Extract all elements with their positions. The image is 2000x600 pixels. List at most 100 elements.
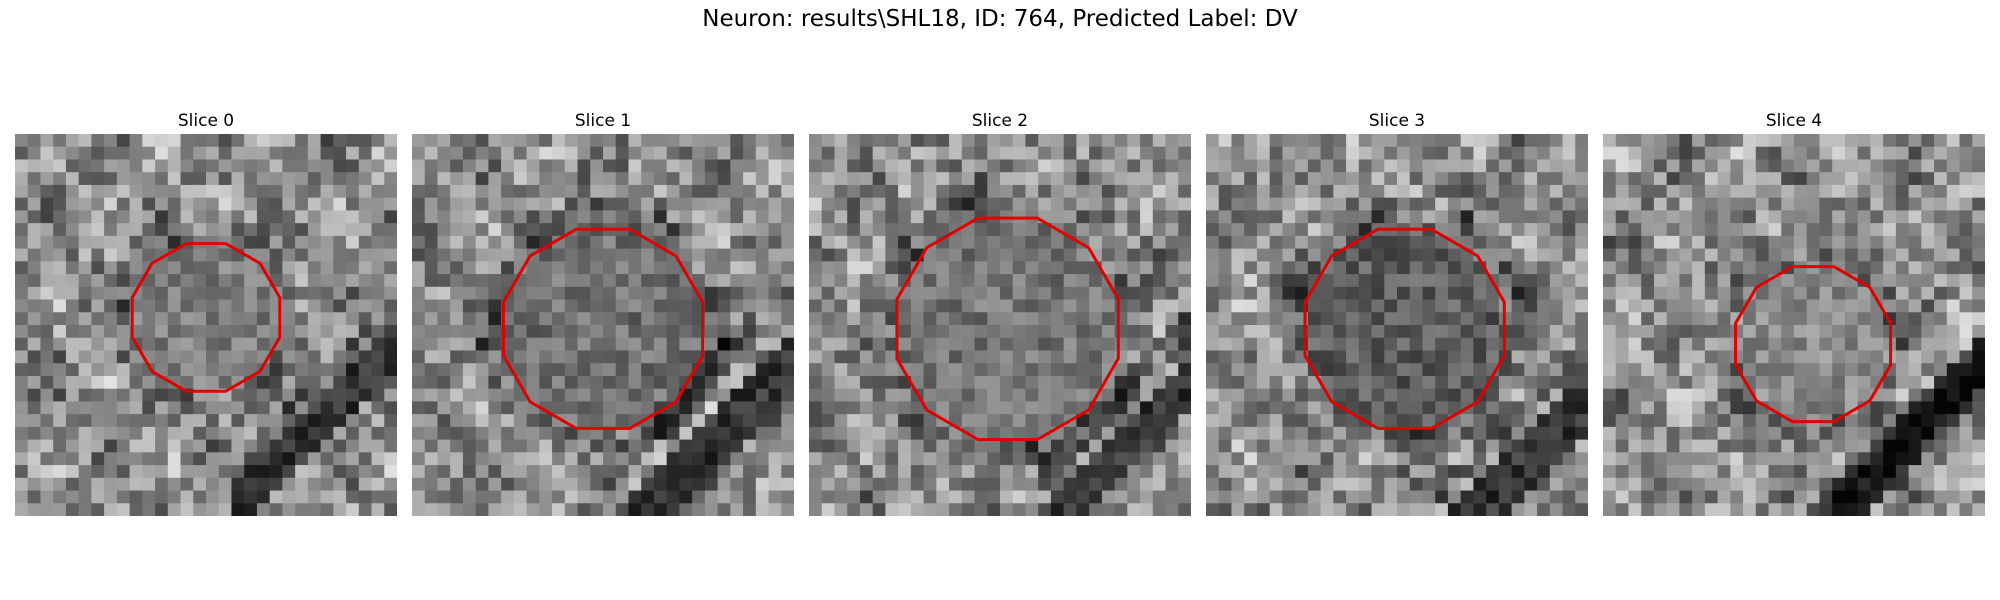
pixel — [1562, 350, 1576, 364]
pixel — [1063, 388, 1077, 402]
pixel — [1603, 388, 1617, 402]
pixel — [1050, 325, 1065, 339]
pixel — [615, 465, 630, 479]
pixel — [1244, 274, 1258, 288]
pixel — [91, 325, 105, 339]
pixel — [358, 261, 373, 275]
pixel — [1486, 426, 1500, 441]
pixel — [1524, 325, 1538, 339]
pixel — [755, 172, 770, 186]
pixel — [987, 325, 1001, 339]
pixel — [244, 439, 258, 453]
pixel — [898, 146, 912, 161]
pixel — [885, 286, 899, 301]
pixel — [155, 350, 169, 364]
pixel — [1883, 172, 1897, 186]
pixel — [346, 286, 360, 301]
pixel — [730, 197, 744, 211]
pixel — [1473, 223, 1487, 237]
pixel — [872, 274, 886, 288]
pixel — [1012, 286, 1027, 301]
pixel — [1524, 210, 1538, 224]
pixel — [218, 465, 233, 479]
pixel — [1844, 197, 1859, 211]
pixel — [1603, 223, 1617, 237]
pixel — [539, 375, 553, 390]
pixel — [129, 465, 143, 479]
pixel — [129, 134, 143, 148]
pixel — [1397, 286, 1411, 301]
pixel — [1603, 261, 1617, 275]
pixel — [307, 274, 322, 288]
pixel — [743, 223, 757, 237]
pixel — [1320, 299, 1334, 313]
pixel — [1511, 172, 1525, 186]
pixel — [91, 172, 105, 186]
pixel — [1908, 401, 1922, 415]
pixel — [704, 146, 719, 161]
pixel — [513, 503, 528, 516]
pixel — [1743, 312, 1757, 326]
pixel — [1089, 184, 1103, 199]
pixel — [15, 363, 29, 377]
pixel — [1781, 248, 1795, 262]
pixel — [552, 248, 566, 262]
pixel — [65, 439, 80, 453]
pixel — [666, 159, 680, 173]
pixel — [539, 388, 553, 402]
pixel — [1218, 439, 1233, 453]
pixel — [847, 350, 861, 364]
pixel — [244, 503, 258, 516]
pixel — [1934, 184, 1948, 199]
pixel — [1358, 388, 1373, 402]
pixel — [384, 312, 397, 326]
pixel — [755, 426, 770, 441]
pixel — [1012, 299, 1027, 313]
pixel — [615, 350, 630, 364]
pixel — [1806, 426, 1821, 441]
pixel — [1692, 401, 1706, 415]
pixel — [1397, 210, 1411, 224]
pixel — [1076, 134, 1090, 148]
pixel — [704, 325, 719, 339]
pixel — [1038, 477, 1052, 492]
pixel — [1140, 261, 1154, 275]
pixel — [1460, 350, 1474, 364]
pixel — [1358, 286, 1373, 301]
pixel — [40, 325, 54, 339]
pixel — [1575, 286, 1588, 301]
pixel — [193, 414, 207, 428]
pixel — [1934, 388, 1948, 402]
pixel — [1346, 325, 1360, 339]
pixel — [1307, 172, 1322, 186]
pixel — [1524, 477, 1538, 492]
pixel — [256, 146, 271, 161]
pixel — [628, 375, 642, 390]
pixel — [371, 159, 385, 173]
pixel — [104, 172, 118, 186]
pixel — [1524, 248, 1538, 262]
pixel — [1473, 477, 1487, 492]
pixel — [1946, 414, 1961, 428]
pixel — [1114, 503, 1128, 516]
pixel — [1486, 452, 1500, 466]
pixel — [1692, 197, 1706, 211]
pixel — [1231, 452, 1245, 466]
pixel — [1012, 235, 1027, 250]
pixel — [167, 452, 182, 466]
pixel — [923, 312, 937, 326]
pixel — [1575, 503, 1588, 516]
pixel — [78, 274, 92, 288]
pixel — [1704, 325, 1719, 339]
pixel — [1666, 477, 1680, 492]
pixel — [1549, 248, 1564, 262]
roi-contour — [130, 242, 282, 393]
pixel — [1218, 261, 1233, 275]
pixel — [1127, 477, 1141, 492]
pixel — [1295, 477, 1309, 492]
pixel — [437, 235, 451, 250]
pixel — [1511, 337, 1525, 352]
pixel — [65, 172, 80, 186]
pixel — [218, 337, 233, 352]
pixel — [155, 235, 169, 250]
